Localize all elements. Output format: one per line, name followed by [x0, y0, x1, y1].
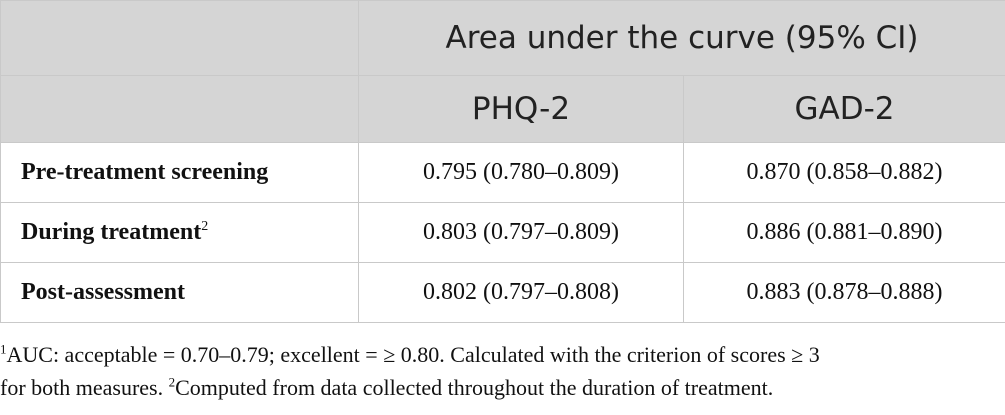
gad2-value: 0.870 (0.858–0.882)	[682, 142, 1005, 203]
header-row-group: Area under the curve (95% CI)	[0, 0, 1005, 76]
table-row: Pre-treatment screening 0.795 (0.780–0.8…	[0, 142, 1005, 203]
row-label: Post-assessment	[0, 262, 359, 323]
row-label: Pre-treatment screening	[0, 142, 359, 203]
header-row-columns: PHQ-2 GAD-2	[0, 75, 1005, 143]
auc-table: Area under the curve (95% CI) PHQ-2 GAD-…	[0, 0, 1005, 323]
header-empty-cell	[0, 75, 359, 143]
phq2-value: 0.795 (0.780–0.809)	[358, 142, 684, 203]
row-label: During treatment2	[0, 202, 359, 263]
phq2-value: 0.803 (0.797–0.809)	[358, 202, 684, 263]
gad2-value: 0.886 (0.881–0.890)	[682, 202, 1005, 263]
table-row: During treatment2 0.803 (0.797–0.809) 0.…	[0, 202, 1005, 263]
header-empty-cell	[0, 0, 359, 76]
header-group-label: Area under the curve (95% CI)	[357, 0, 1005, 76]
footnote-superscript-1: 1	[0, 341, 7, 357]
column-header-gad2: GAD-2	[682, 75, 1005, 143]
footnote-superscript-2: 2	[168, 374, 176, 390]
table-row: Post-assessment 0.802 (0.797–0.808) 0.88…	[0, 262, 1005, 323]
footnote-line-2: for both measures. 2Computed from data c…	[0, 374, 774, 400]
phq2-value: 0.802 (0.797–0.808)	[358, 262, 684, 323]
table-footnote: 1AUC: acceptable = 0.70–0.79; excellent …	[0, 338, 1005, 404]
column-header-phq2: PHQ-2	[358, 75, 684, 143]
row-label-superscript: 2	[201, 219, 209, 234]
footnote-line-1: 1AUC: acceptable = 0.70–0.79; excellent …	[0, 341, 820, 367]
gad2-value: 0.883 (0.878–0.888)	[682, 262, 1005, 323]
